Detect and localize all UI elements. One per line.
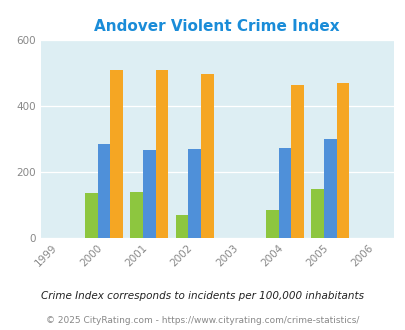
Bar: [311, 189, 323, 238]
Bar: [265, 210, 278, 238]
Bar: [278, 148, 291, 238]
Bar: [85, 193, 98, 238]
Text: © 2025 CityRating.com - https://www.cityrating.com/crime-statistics/: © 2025 CityRating.com - https://www.city…: [46, 316, 359, 325]
Bar: [110, 70, 123, 238]
Bar: [200, 74, 213, 238]
Title: Andover Violent Crime Index: Andover Violent Crime Index: [94, 19, 339, 34]
Bar: [336, 83, 349, 238]
Bar: [143, 150, 155, 238]
Bar: [323, 139, 336, 238]
Bar: [130, 192, 143, 238]
Bar: [188, 149, 200, 238]
Bar: [155, 70, 168, 238]
Bar: [98, 144, 110, 238]
Bar: [291, 85, 303, 238]
Text: Crime Index corresponds to incidents per 100,000 inhabitants: Crime Index corresponds to incidents per…: [41, 291, 364, 301]
Bar: [175, 214, 188, 238]
